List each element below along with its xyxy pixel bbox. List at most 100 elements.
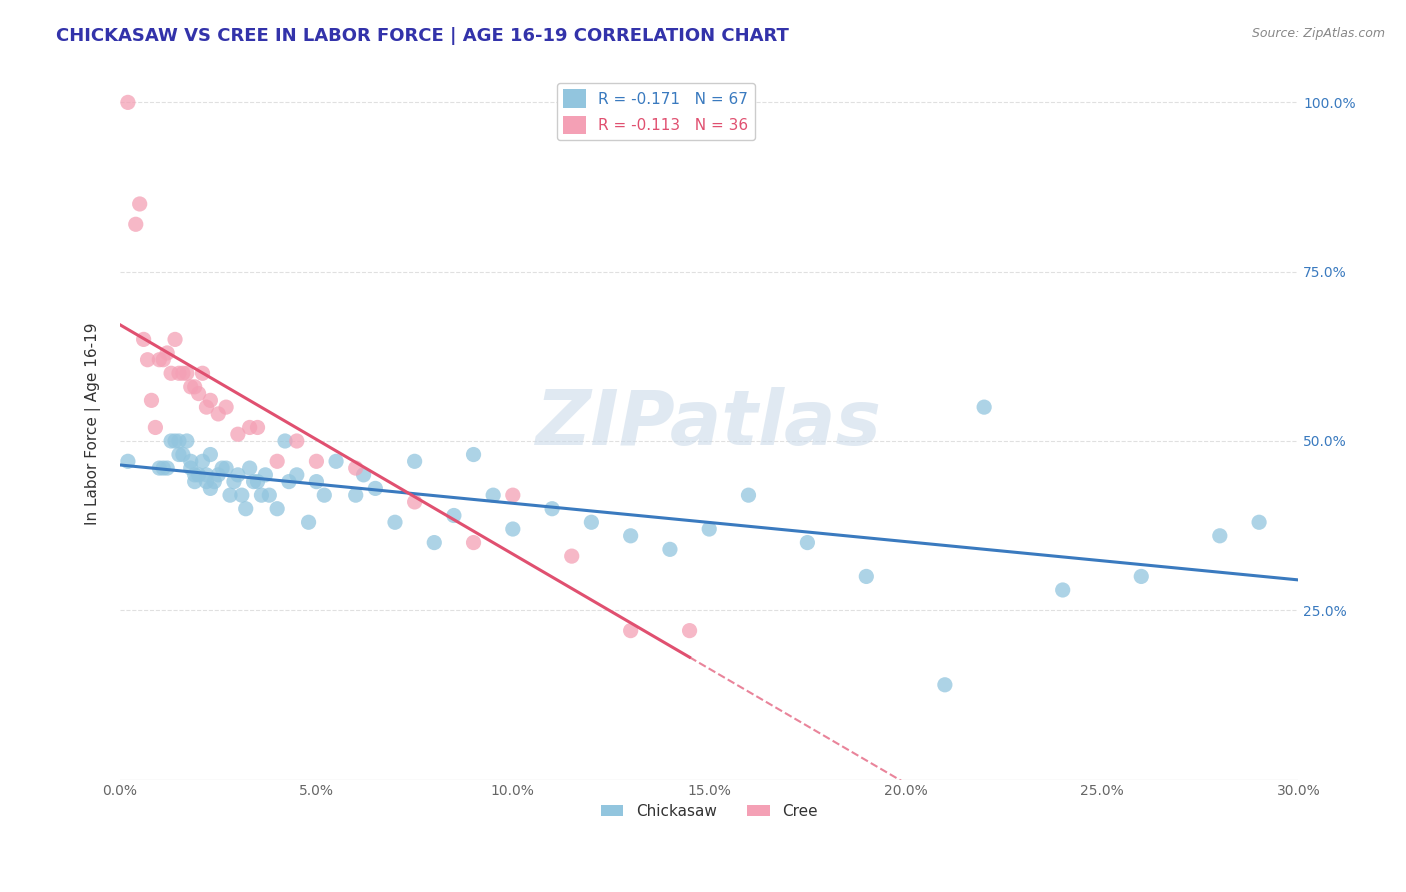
Point xyxy=(160,434,183,448)
Point xyxy=(266,501,288,516)
Point xyxy=(678,624,700,638)
Point xyxy=(344,461,367,475)
Point xyxy=(152,352,174,367)
Point xyxy=(423,535,446,549)
Text: ZIPatlas: ZIPatlas xyxy=(536,387,882,461)
Point xyxy=(934,678,956,692)
Point xyxy=(160,366,183,380)
Point xyxy=(250,488,273,502)
Point xyxy=(404,495,426,509)
Point xyxy=(266,454,288,468)
Point xyxy=(443,508,465,523)
Point xyxy=(132,333,155,347)
Point xyxy=(148,461,170,475)
Point xyxy=(384,515,406,529)
Point xyxy=(172,366,194,380)
Point xyxy=(117,95,139,110)
Point xyxy=(136,352,159,367)
Point xyxy=(1249,515,1271,529)
Point xyxy=(297,515,319,529)
Point xyxy=(620,529,643,543)
Point xyxy=(215,461,238,475)
Point xyxy=(502,522,524,536)
Point xyxy=(855,569,877,583)
Point xyxy=(191,366,214,380)
Point xyxy=(156,461,179,475)
Point xyxy=(215,400,238,414)
Point xyxy=(796,535,818,549)
Point xyxy=(180,380,202,394)
Point xyxy=(1209,529,1232,543)
Point xyxy=(239,420,262,434)
Point xyxy=(314,488,336,502)
Point xyxy=(463,448,485,462)
Point xyxy=(502,488,524,502)
Point xyxy=(226,467,249,482)
Point xyxy=(463,535,485,549)
Point xyxy=(128,197,150,211)
Point xyxy=(658,542,681,557)
Point xyxy=(285,434,308,448)
Point xyxy=(167,448,190,462)
Point xyxy=(305,454,328,468)
Point xyxy=(195,400,218,414)
Point xyxy=(117,454,139,468)
Point xyxy=(145,420,167,434)
Point xyxy=(305,475,328,489)
Point xyxy=(141,393,163,408)
Y-axis label: In Labor Force | Age 16-19: In Labor Force | Age 16-19 xyxy=(86,323,101,525)
Point xyxy=(581,515,603,529)
Point xyxy=(163,333,186,347)
Point xyxy=(737,488,759,502)
Point xyxy=(344,488,367,502)
Point xyxy=(254,467,277,482)
Point xyxy=(246,475,269,489)
Point xyxy=(172,448,194,462)
Point xyxy=(183,475,205,489)
Point xyxy=(167,366,190,380)
Point xyxy=(226,427,249,442)
Point xyxy=(219,488,242,502)
Point xyxy=(207,467,229,482)
Point xyxy=(274,434,297,448)
Point xyxy=(211,461,233,475)
Point xyxy=(285,467,308,482)
Point xyxy=(167,434,190,448)
Point xyxy=(1130,569,1153,583)
Point xyxy=(482,488,505,502)
Point xyxy=(200,393,222,408)
Point xyxy=(176,434,198,448)
Point xyxy=(148,352,170,367)
Point xyxy=(364,482,387,496)
Point xyxy=(222,475,245,489)
Point xyxy=(239,461,262,475)
Point xyxy=(1052,582,1074,597)
Point xyxy=(561,549,583,563)
Point xyxy=(353,467,375,482)
Point xyxy=(202,475,225,489)
Text: CHICKASAW VS CREE IN LABOR FORCE | AGE 16-19 CORRELATION CHART: CHICKASAW VS CREE IN LABOR FORCE | AGE 1… xyxy=(56,27,789,45)
Point xyxy=(187,386,209,401)
Point xyxy=(620,624,643,638)
Point xyxy=(176,366,198,380)
Point xyxy=(187,467,209,482)
Point xyxy=(207,407,229,421)
Point xyxy=(180,454,202,468)
Point xyxy=(195,467,218,482)
Point xyxy=(246,420,269,434)
Point xyxy=(180,461,202,475)
Text: Source: ZipAtlas.com: Source: ZipAtlas.com xyxy=(1251,27,1385,40)
Point xyxy=(152,461,174,475)
Legend: Chickasaw, Cree: Chickasaw, Cree xyxy=(595,798,824,825)
Point xyxy=(163,434,186,448)
Point xyxy=(195,475,218,489)
Point xyxy=(235,501,257,516)
Point xyxy=(231,488,253,502)
Point xyxy=(242,475,264,489)
Point xyxy=(200,448,222,462)
Point xyxy=(973,400,995,414)
Point xyxy=(278,475,301,489)
Point xyxy=(404,454,426,468)
Point xyxy=(200,482,222,496)
Point xyxy=(125,217,148,231)
